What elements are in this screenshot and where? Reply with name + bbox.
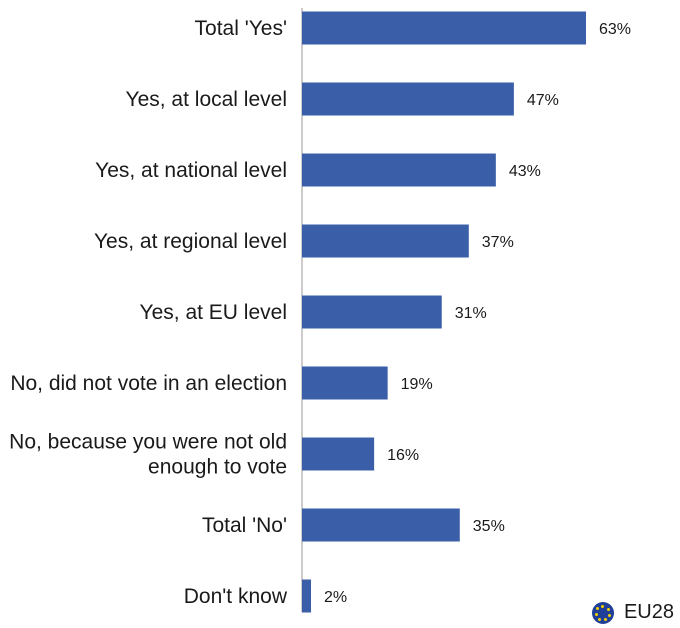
bar (302, 11, 586, 45)
bar (302, 153, 496, 187)
category-label: Don't know (184, 585, 288, 608)
category-label: Yes, at regional level (94, 230, 287, 253)
value-label: 37% (482, 234, 514, 251)
bar (302, 579, 312, 613)
category-label: Total 'Yes' (195, 17, 287, 40)
value-label: 2% (324, 589, 347, 606)
bar (302, 437, 375, 471)
category-label: No, did not vote in an election (10, 372, 287, 395)
eu-flag-icon (591, 601, 614, 624)
value-label: 19% (401, 376, 433, 393)
bar (302, 508, 460, 542)
category-label: Yes, at EU level (140, 301, 287, 324)
value-label: 63% (599, 21, 631, 38)
legend-label: EU28 (623, 601, 674, 623)
value-label: 47% (527, 92, 559, 109)
bar (302, 295, 442, 329)
category-label: Yes, at local level (126, 88, 288, 111)
category-label: No, because you were not old enough to vo… (9, 431, 287, 479)
bar (302, 366, 388, 400)
value-label: 43% (509, 163, 541, 180)
value-label: 16% (387, 447, 419, 464)
category-label: Total 'No' (202, 514, 287, 537)
value-label: 35% (473, 518, 505, 535)
legend: EU28 (591, 601, 674, 624)
value-label: 31% (455, 305, 487, 322)
category-label: Yes, at national level (95, 159, 287, 182)
bars-layer: 63% Total 'Yes' 47% Yes, at local level 43% Y… (9, 8, 631, 613)
bar (302, 224, 469, 258)
bar (302, 82, 514, 116)
